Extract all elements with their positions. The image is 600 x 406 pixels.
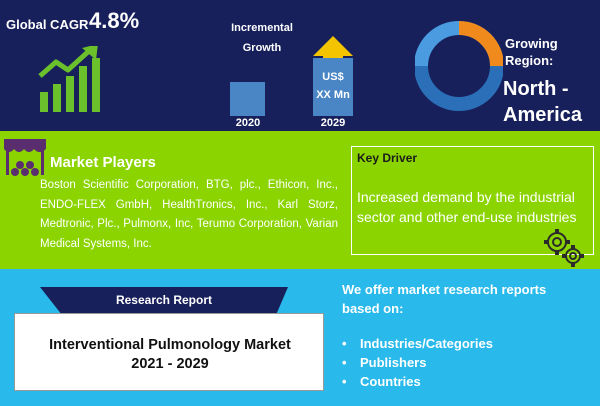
report-title-box: Interventional Pulmonology Market 2021 -… — [14, 313, 324, 391]
shop-icon — [4, 139, 46, 176]
offer-item-label: Industries/Categories — [360, 336, 493, 351]
key-driver-box: Key Driver Increased demand by the indus… — [351, 146, 594, 255]
growing-region-value-line2: America — [503, 104, 582, 126]
year-2020-label: 2020 — [235, 117, 261, 129]
growing-region-value-line1: North - — [503, 78, 569, 100]
report-title: Interventional Pulmonology Market 2021 -… — [15, 336, 325, 374]
bar-2029-label: US$ XX Mn — [300, 68, 366, 104]
offer-item: • Publishers — [342, 353, 493, 372]
bullet-icon: • — [342, 374, 347, 389]
bar-2029-arrow-icon — [313, 36, 353, 116]
market-players-list: Boston Scientific Corporation, BTG, plc.… — [40, 179, 338, 250]
bar-2029-value: XX Mn — [316, 89, 350, 101]
key-driver-title: Key Driver — [357, 151, 418, 165]
cagr-label: Global CAGR — [6, 17, 89, 32]
bullet-icon: • — [342, 336, 347, 351]
donut-ring-icon — [415, 21, 503, 111]
offer-list: • Industries/Categories • Publishers • Coun… — [342, 334, 493, 391]
offer-item-label: Countries — [360, 374, 421, 389]
growth-chart-icon — [38, 46, 100, 112]
offer-item: • Industries/Categories — [342, 334, 493, 353]
offer-heading: We offer market research reports based o… — [342, 282, 547, 316]
bar-2020 — [230, 82, 265, 116]
year-2029-label: 2029 — [320, 117, 346, 129]
growing-region-label-line1: Growing — [505, 36, 558, 51]
key-driver-text: Increased demand by the industrial secto… — [357, 189, 577, 225]
cagr-value: 4.8% — [89, 8, 140, 33]
offer-item: • Countries — [342, 372, 493, 391]
bullet-icon: • — [342, 355, 347, 370]
growing-region-value: North - America — [503, 76, 582, 128]
incremental-growth-title: Incremental Growth — [231, 22, 293, 54]
offer-item-label: Publishers — [360, 355, 427, 370]
bar-2029-currency: US$ — [322, 71, 344, 83]
report-title-line1: Interventional Pulmonology Market — [49, 337, 291, 353]
research-report-label: Research Report — [115, 293, 213, 307]
report-title-line2: 2021 - 2029 — [131, 356, 209, 372]
gear-icon — [544, 229, 584, 267]
growing-region-label: Growing Region: — [505, 35, 558, 69]
market-players-title: Market Players — [50, 154, 156, 171]
research-report-tab — [40, 287, 288, 315]
growing-region-label-line2: Region: — [505, 53, 554, 68]
